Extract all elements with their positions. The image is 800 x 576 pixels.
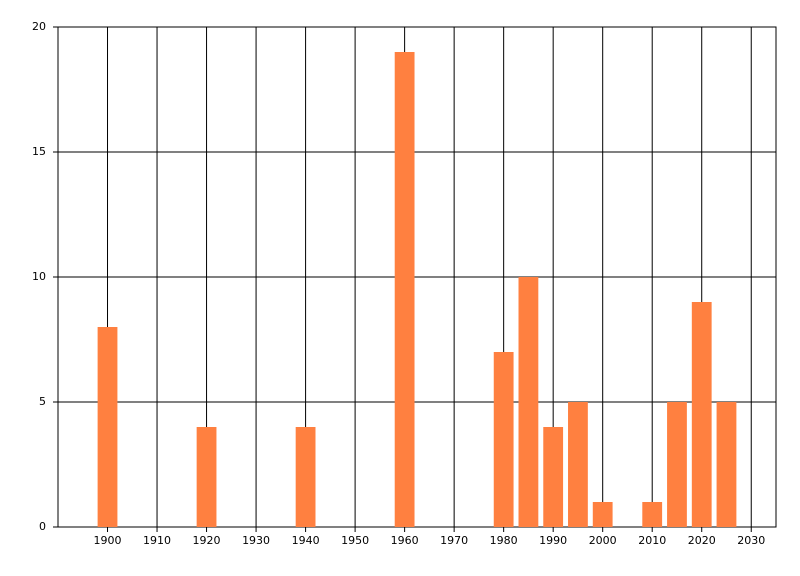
x-tick-label: 1930 — [242, 534, 270, 547]
x-tick-label: 1910 — [143, 534, 171, 547]
x-tick-label: 1960 — [391, 534, 419, 547]
y-tick-label: 5 — [39, 395, 46, 408]
x-tick-label: 1950 — [341, 534, 369, 547]
bar — [716, 402, 737, 527]
bar — [667, 402, 687, 527]
x-tick-label: 2010 — [638, 534, 666, 547]
x-tick-label: 1940 — [292, 534, 320, 547]
x-tick-label: 1990 — [539, 534, 567, 547]
bar — [543, 427, 564, 527]
bar — [691, 302, 712, 527]
bar — [196, 427, 217, 527]
y-tick-label: 10 — [32, 270, 46, 283]
x-tick-label: 1900 — [94, 534, 122, 547]
y-tick-label: 0 — [39, 520, 46, 533]
x-tick-label: 2020 — [688, 534, 716, 547]
bar — [592, 502, 613, 527]
y-tick-label: 15 — [32, 145, 46, 158]
bar — [518, 277, 539, 527]
bar — [394, 52, 415, 527]
x-tick-label: 2000 — [589, 534, 617, 547]
bar — [642, 502, 663, 527]
y-tick-label: 20 — [32, 20, 46, 33]
x-tick-label: 2030 — [737, 534, 765, 547]
x-tick-label: 1970 — [440, 534, 468, 547]
bar — [295, 427, 316, 527]
x-tick-label: 1980 — [490, 534, 518, 547]
plot-border — [57, 26, 777, 528]
bar — [493, 352, 514, 527]
bar — [97, 327, 118, 527]
x-tick-label: 1920 — [193, 534, 221, 547]
bar — [568, 402, 588, 527]
